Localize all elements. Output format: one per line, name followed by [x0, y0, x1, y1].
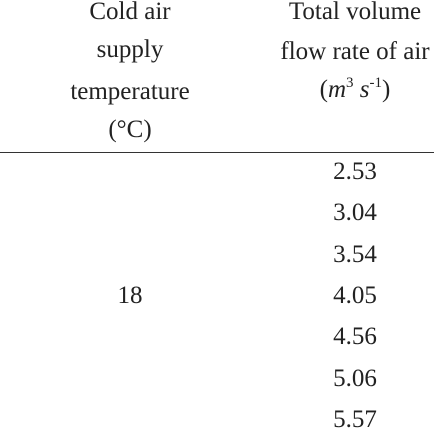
unit-base: s: [359, 76, 370, 103]
header-text: flow rate of air: [280, 38, 430, 65]
header-text: (°C): [108, 116, 152, 143]
header-text: temperature: [70, 78, 190, 105]
flow-rate: 4.56: [333, 323, 377, 351]
unit: (m3 s-1): [319, 75, 391, 104]
unit-exp: -1: [369, 75, 383, 91]
flow-rate: 5.06: [333, 364, 377, 392]
unit-exp: 3: [346, 75, 354, 91]
unit-base: m: [327, 76, 347, 103]
flow-rate: 3.04: [333, 199, 377, 227]
header-text: Cold air: [89, 0, 171, 25]
flow-rate: 5.57: [333, 405, 377, 433]
header-text: supply: [96, 36, 164, 63]
flow-rate: 4.05: [333, 281, 377, 309]
flow-rate: 3.54: [333, 240, 377, 268]
header-rule: [0, 152, 434, 153]
header-text: Total volume: [288, 0, 422, 25]
flow-rate: 2.53: [333, 158, 377, 185]
temperature: 18: [117, 281, 143, 309]
